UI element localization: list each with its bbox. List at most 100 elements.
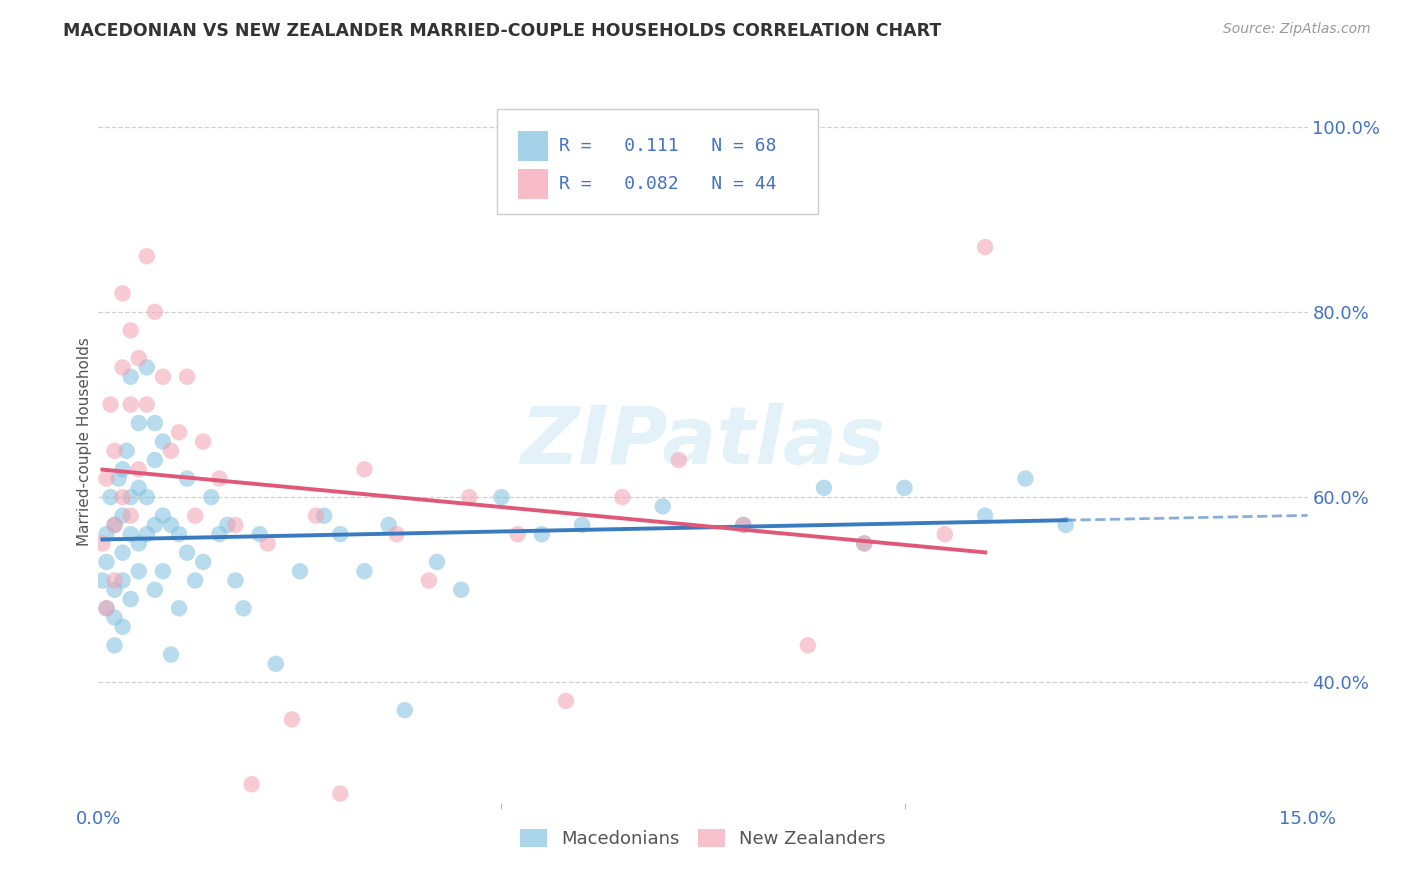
Point xyxy=(111,574,134,588)
Point xyxy=(107,472,129,486)
Point xyxy=(111,360,134,375)
Bar xyxy=(517,131,548,161)
FancyBboxPatch shape xyxy=(498,109,818,214)
Point xyxy=(249,527,271,541)
Text: MACEDONIAN VS NEW ZEALANDER MARRIED-COUPLE HOUSEHOLDS CORRELATION CHART: MACEDONIAN VS NEW ZEALANDER MARRIED-COUP… xyxy=(63,22,942,40)
Point xyxy=(329,527,352,541)
Point xyxy=(668,453,690,467)
Point xyxy=(208,472,231,486)
Point xyxy=(152,508,174,523)
Point xyxy=(184,574,207,588)
Point xyxy=(733,517,755,532)
Point xyxy=(418,574,440,588)
Point xyxy=(394,703,416,717)
Point xyxy=(353,564,375,578)
Point xyxy=(1014,472,1036,486)
Point xyxy=(385,527,408,541)
Point xyxy=(491,490,513,504)
Point xyxy=(96,601,118,615)
Point xyxy=(184,508,207,523)
Point xyxy=(224,574,246,588)
Point xyxy=(128,351,150,366)
Point xyxy=(314,508,336,523)
Point xyxy=(111,490,134,504)
Point xyxy=(111,508,134,523)
Text: Source: ZipAtlas.com: Source: ZipAtlas.com xyxy=(1223,22,1371,37)
Point xyxy=(167,527,190,541)
Point xyxy=(893,481,915,495)
Point xyxy=(733,517,755,532)
Point xyxy=(934,527,956,541)
Point xyxy=(305,508,328,523)
Bar xyxy=(517,169,548,200)
Point xyxy=(143,453,166,467)
Point xyxy=(974,508,997,523)
Point xyxy=(176,472,198,486)
Point xyxy=(128,564,150,578)
Point xyxy=(555,694,578,708)
Point xyxy=(120,490,142,504)
Text: R =   0.111   N = 68: R = 0.111 N = 68 xyxy=(560,137,776,155)
Point xyxy=(176,369,198,384)
Legend: Macedonians, New Zealanders: Macedonians, New Zealanders xyxy=(513,822,893,855)
Point xyxy=(120,323,142,337)
Point xyxy=(111,462,134,476)
Point xyxy=(96,527,118,541)
Point xyxy=(103,517,125,532)
Text: R =   0.082   N = 44: R = 0.082 N = 44 xyxy=(560,176,776,194)
Point xyxy=(91,574,114,588)
Point xyxy=(426,555,449,569)
Point xyxy=(256,536,278,550)
Point xyxy=(264,657,287,671)
Point xyxy=(128,462,150,476)
Point xyxy=(143,416,166,430)
Point xyxy=(160,517,183,532)
Point xyxy=(96,601,118,615)
Point xyxy=(120,527,142,541)
Point xyxy=(135,527,157,541)
Point xyxy=(120,508,142,523)
Point xyxy=(974,240,997,254)
Point xyxy=(120,397,142,411)
Point xyxy=(128,416,150,430)
Point xyxy=(143,582,166,597)
Point xyxy=(96,555,118,569)
Point xyxy=(111,546,134,560)
Point xyxy=(152,369,174,384)
Point xyxy=(200,490,222,504)
Point xyxy=(217,517,239,532)
Point xyxy=(377,517,399,532)
Point xyxy=(115,443,138,458)
Point xyxy=(193,555,215,569)
Point xyxy=(91,536,114,550)
Point xyxy=(160,443,183,458)
Point xyxy=(651,500,673,514)
Point xyxy=(135,490,157,504)
Point xyxy=(135,249,157,263)
Point xyxy=(100,397,122,411)
Point xyxy=(103,582,125,597)
Point xyxy=(135,360,157,375)
Point xyxy=(128,481,150,495)
Point xyxy=(281,713,304,727)
Point xyxy=(111,620,134,634)
Point xyxy=(612,490,634,504)
Point xyxy=(232,601,254,615)
Point xyxy=(135,397,157,411)
Point xyxy=(152,564,174,578)
Point xyxy=(329,787,352,801)
Point xyxy=(96,472,118,486)
Point xyxy=(103,610,125,624)
Point xyxy=(1054,517,1077,532)
Point xyxy=(120,592,142,607)
Y-axis label: Married-couple Households: Married-couple Households xyxy=(77,337,91,546)
Point xyxy=(167,601,190,615)
Point xyxy=(103,574,125,588)
Point xyxy=(143,517,166,532)
Point xyxy=(797,638,820,652)
Point xyxy=(160,648,183,662)
Point xyxy=(288,564,311,578)
Point xyxy=(240,777,263,791)
Point xyxy=(111,286,134,301)
Point xyxy=(100,490,122,504)
